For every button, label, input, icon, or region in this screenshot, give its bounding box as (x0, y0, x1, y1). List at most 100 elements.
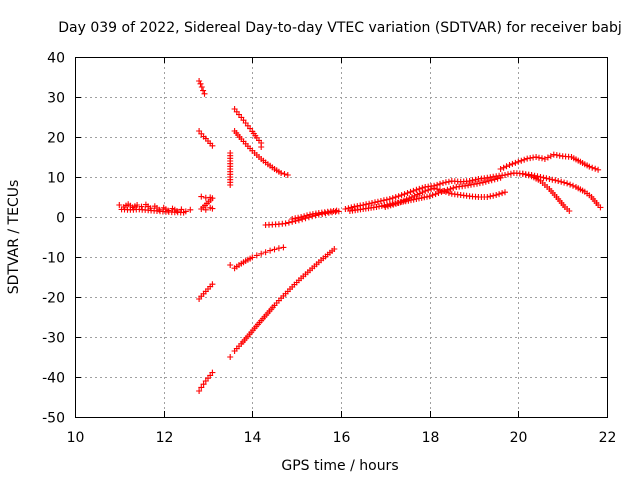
data-point (531, 172, 538, 179)
data-point (558, 178, 565, 185)
data-point (178, 206, 185, 213)
data-point (267, 247, 274, 254)
data-point (416, 185, 423, 192)
data-point (197, 80, 204, 87)
data-point (392, 194, 399, 201)
data-point (418, 194, 425, 201)
data-point (116, 202, 123, 208)
data-point (209, 205, 216, 212)
data-point (493, 192, 500, 198)
data-point (518, 157, 525, 164)
x-tick-label: 14 (244, 430, 262, 446)
data-point (278, 170, 285, 176)
data-point (546, 176, 553, 182)
data-point (377, 198, 384, 204)
data-point (502, 189, 508, 196)
data-point (285, 219, 292, 226)
data-point (331, 246, 338, 252)
series-arc-11-12 (116, 201, 194, 216)
data-point (383, 196, 390, 203)
data-point (450, 184, 457, 191)
data-point (282, 220, 289, 227)
data-point (413, 186, 420, 193)
data-point (422, 188, 429, 194)
y-tick-label: 0 (56, 211, 65, 227)
data-point (198, 193, 205, 200)
x-axis-label: GPS time / hours (281, 458, 398, 474)
series-arc-12.8-top (196, 78, 208, 97)
data-point (271, 246, 278, 253)
data-point (494, 175, 501, 182)
data-point (410, 187, 417, 194)
x-tick-label: 18 (422, 430, 440, 446)
data-point (553, 152, 560, 159)
series-arc-13.6-neg33 (231, 246, 338, 354)
data-point (482, 178, 489, 185)
data-point (442, 188, 449, 195)
data-point (589, 164, 596, 171)
data-point (201, 90, 208, 97)
data-point (431, 185, 438, 192)
data-point (275, 245, 282, 252)
data-point (521, 156, 528, 163)
data-point (281, 171, 288, 177)
data-points (116, 78, 604, 394)
data-point (309, 211, 316, 218)
data-point (472, 176, 479, 183)
y-tick-label: 40 (47, 51, 65, 67)
data-point (406, 195, 413, 202)
data-point (437, 180, 443, 187)
data-point (401, 197, 407, 204)
series-arc-12.8-mid (196, 128, 216, 149)
data-point (528, 172, 535, 178)
axis-ticks: 10 12 14 16 18 20 22 -50 -40 -30 -20 -10 0 10 20 30 40 (42, 51, 616, 447)
data-point (262, 249, 269, 256)
data-point (390, 201, 397, 208)
data-point (398, 192, 405, 199)
data-point (487, 193, 494, 200)
data-point (597, 204, 604, 211)
data-point (333, 207, 340, 214)
series-arc-16-20-b (346, 174, 504, 214)
data-point (432, 191, 439, 198)
data-point (527, 155, 534, 162)
data-point (366, 200, 373, 207)
data-point (284, 172, 291, 178)
data-point (434, 186, 441, 193)
data-point (407, 188, 414, 195)
data-point (209, 369, 216, 376)
data-point (258, 144, 265, 150)
data-point (592, 165, 599, 172)
data-point (533, 154, 540, 160)
data-point (187, 206, 194, 213)
data-point (466, 178, 473, 184)
data-point (180, 209, 187, 216)
data-point (249, 254, 256, 261)
data-point (372, 199, 378, 206)
data-point (445, 178, 452, 185)
data-point (258, 250, 265, 257)
data-point (393, 200, 399, 207)
data-point (555, 178, 562, 184)
data-point (387, 202, 394, 209)
data-point (503, 163, 510, 170)
data-point (469, 177, 476, 184)
data-point (424, 193, 430, 200)
data-point (395, 193, 402, 200)
data-point (570, 182, 576, 189)
data-point (586, 163, 593, 170)
data-point (196, 78, 203, 84)
data-point (395, 200, 402, 206)
series-arc-20-22 (497, 151, 604, 211)
data-point (442, 179, 449, 186)
data-point (426, 193, 433, 200)
data-point (484, 194, 491, 200)
data-point (386, 196, 393, 202)
data-point (411, 192, 418, 199)
data-point (398, 198, 405, 205)
data-point (447, 185, 454, 192)
data-point (595, 166, 602, 173)
data-point (202, 206, 209, 213)
series-arc-12.8-neg40 (196, 369, 216, 394)
data-point (512, 159, 519, 166)
